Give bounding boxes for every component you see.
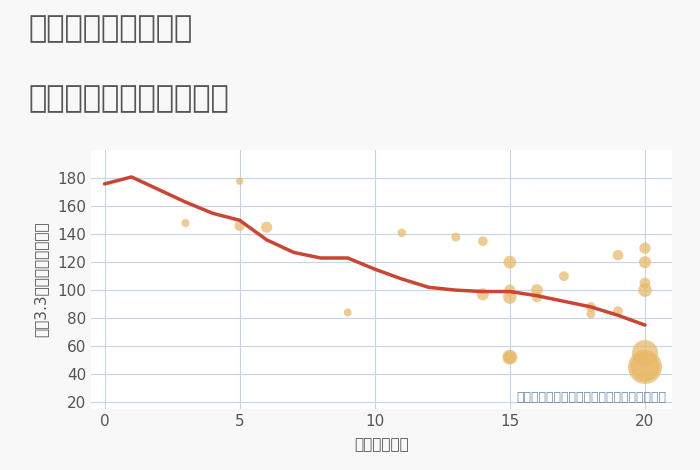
Point [342, 309, 354, 316]
Point [504, 353, 515, 361]
Point [504, 258, 515, 266]
Point [504, 353, 515, 361]
Point [585, 303, 596, 311]
Point [559, 273, 570, 280]
Point [639, 244, 650, 252]
Point [396, 229, 407, 236]
Y-axis label: 坪（3.3㎡）単価（万円）: 坪（3.3㎡）単価（万円） [34, 222, 49, 337]
Point [261, 224, 272, 231]
Point [504, 286, 515, 294]
Point [639, 286, 650, 294]
Point [531, 293, 542, 301]
Text: 円の大きさは、取引のあった物件面積を示す: 円の大きさは、取引のあった物件面積を示す [516, 391, 666, 404]
Point [639, 349, 650, 357]
Point [639, 363, 650, 371]
Point [585, 310, 596, 318]
Point [234, 177, 245, 185]
Point [612, 307, 624, 315]
Point [612, 251, 624, 259]
Point [180, 219, 191, 227]
Point [477, 237, 489, 245]
Point [504, 293, 515, 301]
Text: 駅距離別中古戸建て価格: 駅距離別中古戸建て価格 [28, 85, 229, 114]
Point [477, 290, 489, 298]
Point [639, 279, 650, 287]
Text: 埼玉県八潮市緑町の: 埼玉県八潮市緑町の [28, 14, 192, 43]
Point [639, 258, 650, 266]
Point [531, 286, 542, 294]
X-axis label: 駅距離（分）: 駅距離（分） [354, 437, 409, 452]
Point [639, 363, 650, 371]
Point [450, 233, 461, 241]
Point [234, 222, 245, 230]
